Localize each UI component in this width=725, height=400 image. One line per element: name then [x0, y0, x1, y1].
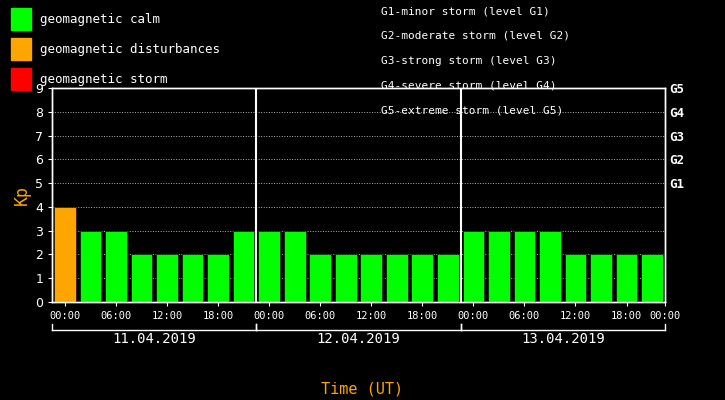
Text: G1-minor storm (level G1): G1-minor storm (level G1)	[381, 6, 550, 16]
Text: Time (UT): Time (UT)	[321, 381, 404, 396]
Bar	[488, 231, 510, 302]
Bar	[386, 254, 407, 302]
Text: G2-moderate storm (level G2): G2-moderate storm (level G2)	[381, 31, 570, 41]
Text: G4-severe storm (level G4): G4-severe storm (level G4)	[381, 80, 556, 90]
Bar	[641, 254, 663, 302]
Bar	[207, 254, 229, 302]
Bar	[54, 207, 76, 302]
Bar	[182, 254, 204, 302]
Bar	[80, 231, 102, 302]
Bar	[335, 254, 357, 302]
Bar	[539, 231, 561, 302]
Bar	[284, 231, 305, 302]
Bar	[130, 254, 152, 302]
Text: geomagnetic calm: geomagnetic calm	[40, 12, 160, 26]
Text: 11.04.2019: 11.04.2019	[112, 332, 196, 346]
Bar	[412, 254, 433, 302]
Text: G3-strong storm (level G3): G3-strong storm (level G3)	[381, 56, 556, 66]
Bar	[233, 231, 254, 302]
Bar	[310, 254, 331, 302]
Bar	[437, 254, 459, 302]
Text: 13.04.2019: 13.04.2019	[521, 332, 605, 346]
Bar	[616, 254, 637, 302]
Text: G5-extreme storm (level G5): G5-extreme storm (level G5)	[381, 105, 563, 115]
Bar	[360, 254, 382, 302]
Bar	[463, 231, 484, 302]
Bar	[513, 231, 535, 302]
Text: geomagnetic storm: geomagnetic storm	[40, 72, 167, 86]
Bar	[156, 254, 178, 302]
Bar	[565, 254, 587, 302]
Bar	[258, 231, 280, 302]
Bar	[105, 231, 127, 302]
Y-axis label: Kp: Kp	[13, 185, 31, 205]
Text: geomagnetic disturbances: geomagnetic disturbances	[40, 42, 220, 56]
Bar	[590, 254, 612, 302]
Text: 12.04.2019: 12.04.2019	[317, 332, 400, 346]
